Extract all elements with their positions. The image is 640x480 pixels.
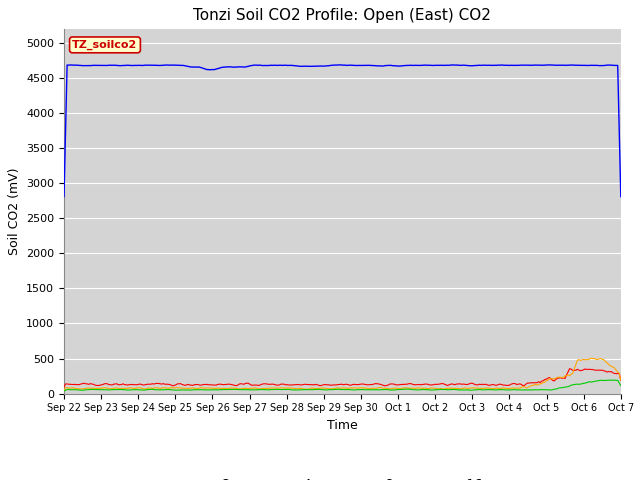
X-axis label: Time: Time xyxy=(327,419,358,432)
Title: Tonzi Soil CO2 Profile: Open (East) CO2: Tonzi Soil CO2 Profile: Open (East) CO2 xyxy=(193,9,492,24)
Text: TZ_soilco2: TZ_soilco2 xyxy=(72,40,138,50)
Legend: -2cm, -4cm, -8cm, -16cm: -2cm, -4cm, -8cm, -16cm xyxy=(178,473,507,480)
Y-axis label: Soil CO2 (mV): Soil CO2 (mV) xyxy=(8,168,20,255)
